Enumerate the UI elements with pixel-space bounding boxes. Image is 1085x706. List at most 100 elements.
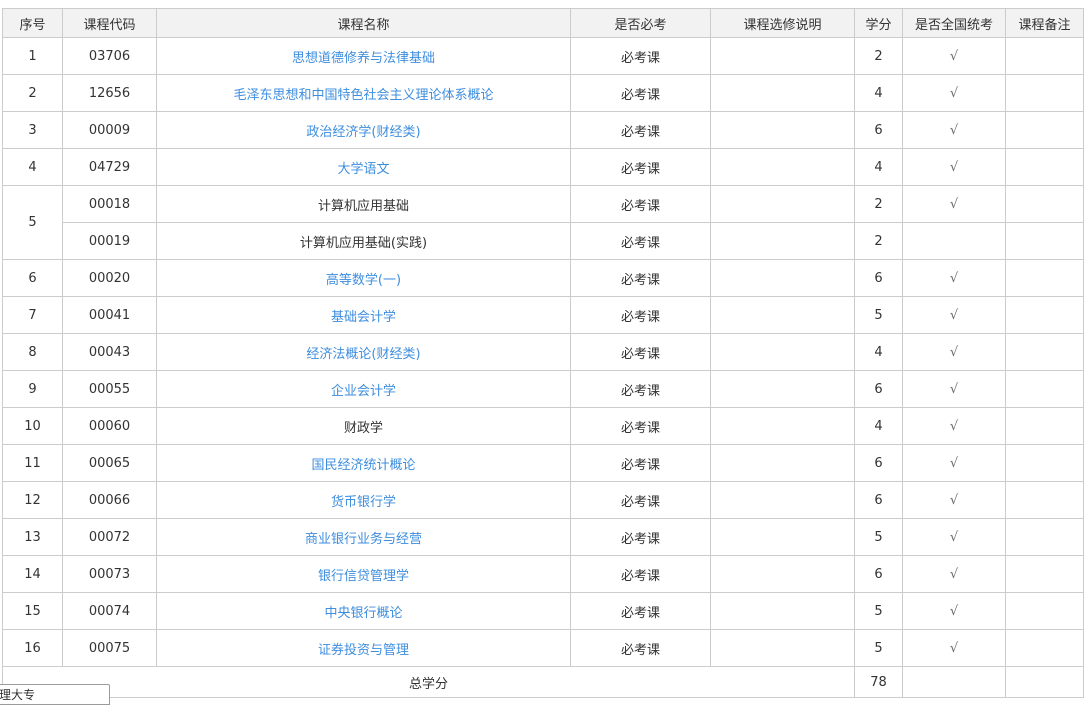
cell-remark [1005,333,1084,371]
course-link[interactable]: 毛泽东思想和中国特色社会主义理论体系概论 [233,87,494,103]
table-row: 10 00060 财政学 必考课 4 √ [2,407,1084,445]
total-row: 总学分 78 [2,666,1084,698]
cell-remark [1005,444,1084,482]
cell-credits: 4 [854,407,903,445]
course-link[interactable]: 证券投资与管理 [317,642,409,658]
cell-seq: 16 [2,629,63,667]
cell-required: 必考课 [570,111,711,149]
cell-national-exam: √ [902,444,1006,482]
total-national-exam-cell [902,666,1006,698]
column-header-seq: 序号 [2,8,63,38]
total-credits-label: 总学分 [2,666,855,698]
table-row: 8 00043 经济法概论(财经类) 必考课 4 √ [2,333,1084,371]
cell-national-exam: √ [902,407,1006,445]
status-tooltip: 理大专 [0,684,110,705]
cell-course-name: 大学语文 [156,148,571,186]
cell-national-exam: √ [902,333,1006,371]
cell-credits: 5 [854,629,903,667]
column-header-remark: 课程备注 [1005,8,1084,38]
cell-national-exam: √ [902,37,1006,75]
cell-seq: 8 [2,333,63,371]
cell-credits: 6 [854,444,903,482]
cell-elective-note [710,111,855,149]
course-link[interactable]: 政治经济学(财经类) [306,124,421,140]
cell-elective-note [710,592,855,630]
course-link[interactable]: 高等数学(一) [325,272,402,288]
cell-course-name: 计算机应用基础(实践) [156,222,571,260]
course-link[interactable]: 银行信贷管理学 [317,568,409,584]
table-row: 00019 计算机应用基础(实践) 必考课 2 [3,222,1084,260]
table-header-row: 序号 课程代码 课程名称 是否必考 课程选修说明 学分 是否全国统考 课程备注 [2,8,1084,38]
course-link[interactable]: 商业银行业务与经营 [304,531,422,547]
cell-elective-note [710,370,855,408]
course-link[interactable]: 思想道德修养与法律基础 [291,50,435,66]
cell-required: 必考课 [570,555,711,593]
cell-remark [1005,111,1084,149]
cell-elective-note [710,518,855,556]
cell-seq: 15 [2,592,63,630]
cell-course-code: 03706 [62,37,157,75]
column-header-required: 是否必考 [570,8,711,38]
cell-course-name: 证券投资与管理 [156,629,571,667]
cell-credits: 5 [854,518,903,556]
cell-elective-note [710,407,855,445]
cell-course-code: 00075 [62,629,157,667]
course-link[interactable]: 大学语文 [337,161,390,177]
cell-course-code: 00072 [62,518,157,556]
table-row: 6 00020 高等数学(一) 必考课 6 √ [2,259,1084,297]
cell-remark [1005,185,1084,223]
cell-national-exam: √ [902,481,1006,519]
course-name: 计算机应用基础(实践) [299,235,428,251]
cell-course-code: 00009 [62,111,157,149]
course-link[interactable]: 企业会计学 [330,383,396,399]
cell-course-code: 00074 [62,592,157,630]
cell-required: 必考课 [570,37,711,75]
course-link[interactable]: 中央银行概论 [324,605,403,621]
cell-credits: 4 [854,148,903,186]
table-row: 14 00073 银行信贷管理学 必考课 6 √ [2,555,1084,593]
cell-seq: 6 [2,259,63,297]
cell-required: 必考课 [570,74,711,112]
cell-elective-note [710,185,855,223]
table-row: 5 00018 计算机应用基础 必考课 2 √ [2,185,1084,260]
column-header-course-name: 课程名称 [156,8,571,38]
cell-credits: 2 [854,37,903,75]
cell-remark [1005,629,1084,667]
cell-elective-note [710,333,855,371]
table-row: 4 04729 大学语文 必考课 4 √ [2,148,1084,186]
cell-credits: 4 [854,333,903,371]
cell-credits: 6 [854,259,903,297]
cell-remark [1005,370,1084,408]
cell-remark [1005,407,1084,445]
cell-course-name: 货币银行学 [156,481,571,519]
cell-seq: 11 [2,444,63,482]
course-name: 财政学 [343,420,383,436]
cell-elective-note [710,629,855,667]
cell-national-exam: √ [902,148,1006,186]
cell-elective-note [710,481,855,519]
cell-remark [1005,592,1084,630]
cell-course-name: 财政学 [156,407,571,445]
cell-national-exam [902,222,1006,260]
cell-national-exam: √ [902,555,1006,593]
cell-seq: 12 [2,481,63,519]
cell-required: 必考课 [570,444,711,482]
cell-remark [1005,259,1084,297]
cell-credits: 6 [854,481,903,519]
cell-course-code: 00043 [62,333,157,371]
column-header-national-exam: 是否全国统考 [902,8,1006,38]
course-link[interactable]: 货币银行学 [330,494,396,510]
table-row: 13 00072 商业银行业务与经营 必考课 5 √ [2,518,1084,556]
cell-remark [1005,148,1084,186]
cell-national-exam: √ [902,111,1006,149]
cell-elective-note [710,222,855,260]
course-link[interactable]: 经济法概论(财经类) [306,346,421,362]
cell-course-code: 00019 [62,222,157,260]
cell-seq: 9 [2,370,63,408]
course-link[interactable]: 基础会计学 [330,309,396,325]
column-header-elective-note: 课程选修说明 [710,8,855,38]
cell-required: 必考课 [570,259,711,297]
course-link[interactable]: 国民经济统计概论 [311,457,416,473]
cell-course-name: 政治经济学(财经类) [156,111,571,149]
